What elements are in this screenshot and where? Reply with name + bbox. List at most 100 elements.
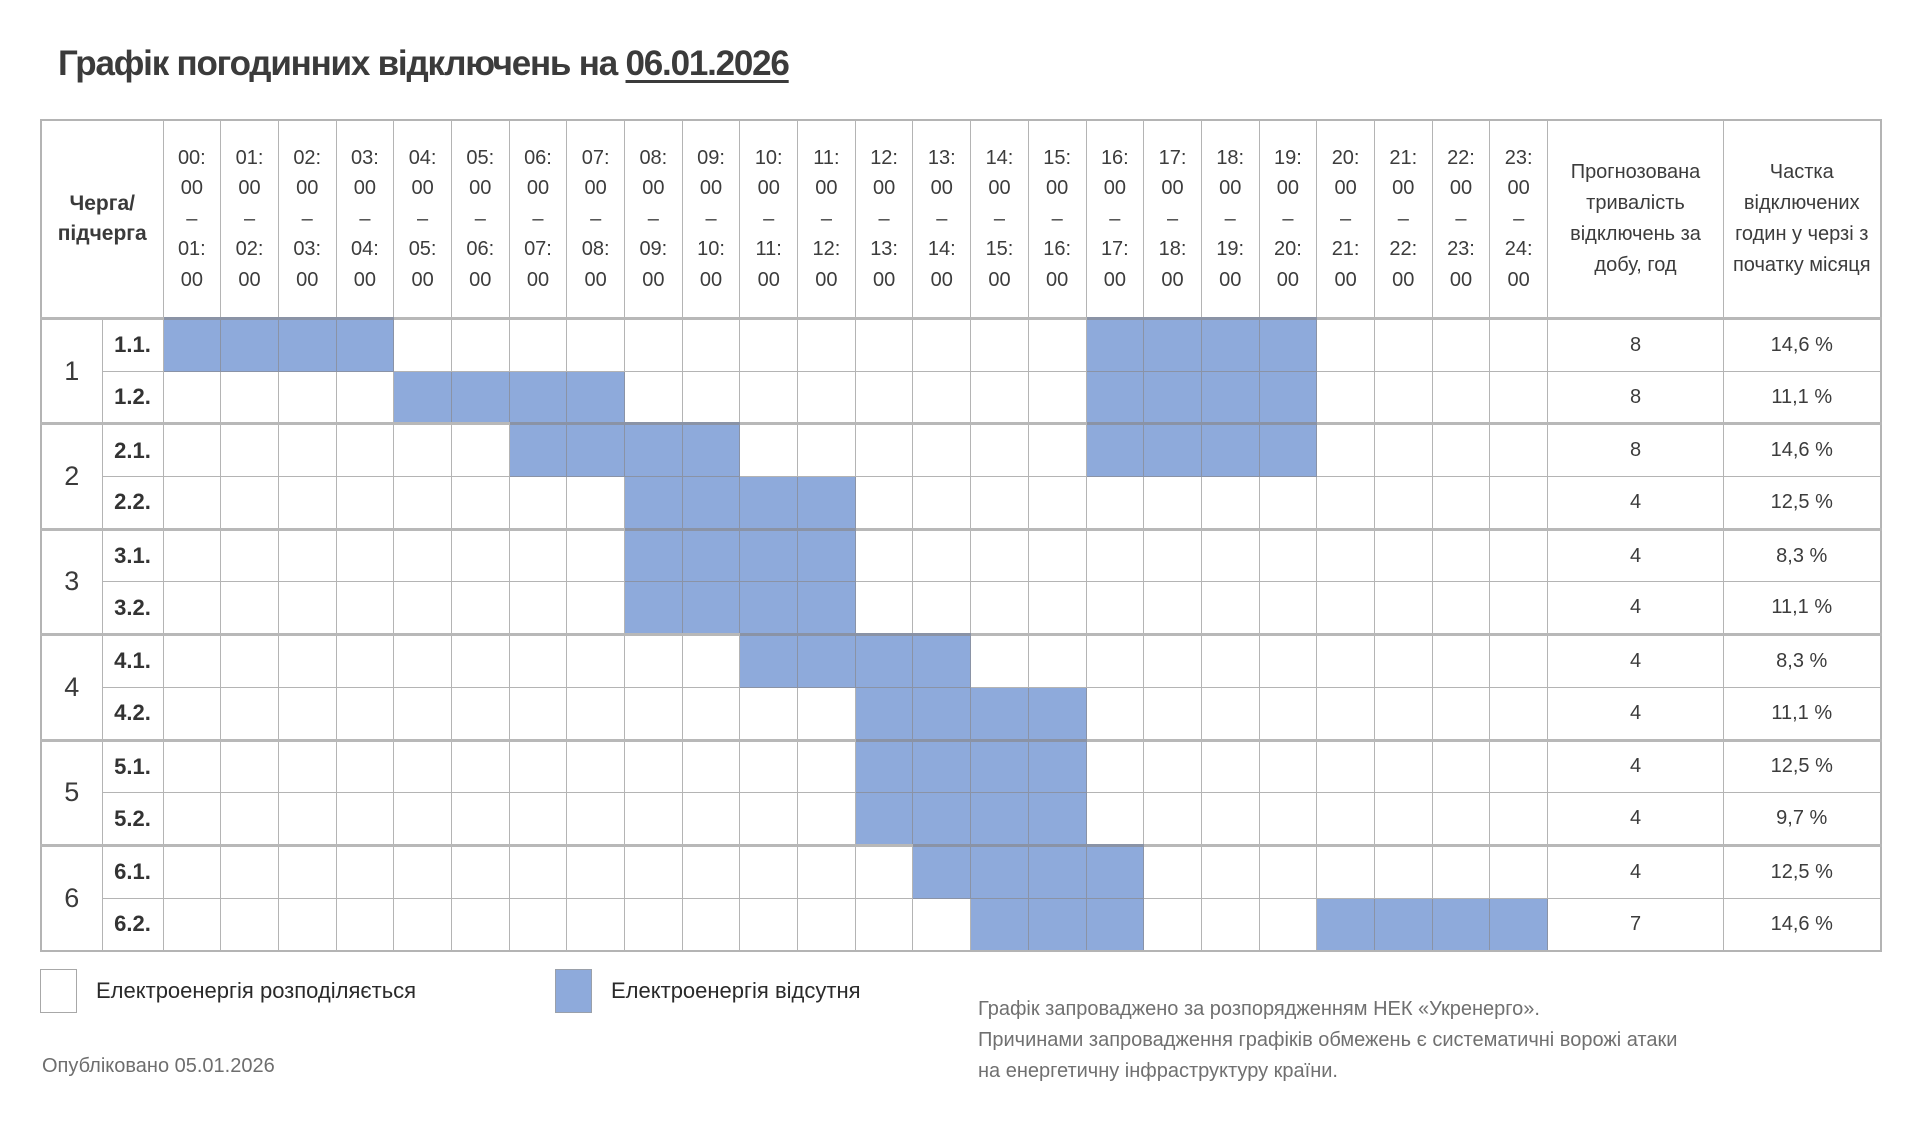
- published-date: Опубліковано 05.01.2026: [42, 1055, 275, 1077]
- outage-cell: [797, 581, 856, 636]
- power-cell: [681, 843, 741, 899]
- power-cell: [508, 843, 568, 899]
- hour-label-part: 00: [699, 177, 723, 200]
- table-row: 2.2. 4 12,5 %: [41, 476, 1881, 530]
- power-cell: [1200, 897, 1260, 952]
- hour-label-part: 00: [1449, 177, 1473, 200]
- power-cell: [335, 792, 395, 846]
- power-cell: [393, 476, 452, 530]
- power-cell: [1489, 686, 1548, 741]
- hour-label-part: 15:: [985, 238, 1014, 261]
- hour-column-header: 15: 00 – 16: 00: [1027, 119, 1087, 319]
- power-cell: [970, 370, 1029, 425]
- outage-cell: [854, 633, 914, 688]
- power-cell: [1373, 633, 1433, 688]
- duration-value: 4: [1547, 843, 1724, 899]
- hour-label-part: 00: [411, 177, 434, 200]
- power-cell: [566, 527, 625, 583]
- power-cell: [1027, 527, 1087, 583]
- power-cell: [220, 422, 279, 478]
- hour-label-part: 00: [1046, 177, 1069, 200]
- duration-value: 4: [1547, 738, 1724, 794]
- hour-column-header: 05: 00 – 06: 00: [450, 119, 510, 319]
- power-cell: [797, 843, 856, 899]
- power-cell: [624, 686, 683, 741]
- power-cell: [393, 738, 452, 794]
- power-cell: [1373, 738, 1433, 794]
- power-cell: [912, 527, 972, 583]
- hour-label-part: 00: [526, 268, 550, 291]
- schedule-body: 1 1.1. 8 14,6 % 1.2. 8 11,1 % 2 2.1. 8 14,6 % 2.2. 4…: [40, 316, 1881, 952]
- power-cell: [739, 370, 799, 425]
- hour-label-part: 11:: [813, 146, 840, 169]
- title-date: 06.01.2026: [625, 44, 790, 83]
- power-cell: [450, 792, 510, 846]
- power-cell: [739, 422, 799, 478]
- power-cell: [277, 422, 337, 478]
- power-cell: [1373, 792, 1433, 846]
- hour-column-header: 04: 00 – 05: 00: [393, 119, 452, 319]
- hour-label-part: –: [705, 207, 717, 230]
- subqueue-label: 6.2.: [101, 897, 164, 952]
- outage-cell: [1027, 686, 1087, 741]
- outage-cell: [970, 792, 1029, 846]
- power-cell: [450, 476, 510, 530]
- power-cell: [1200, 843, 1260, 899]
- power-cell: [450, 581, 510, 636]
- legend-available-label: Електроенергія розподіляється: [96, 978, 417, 1003]
- hour-column-header: 07: 00 – 08: 00: [566, 119, 625, 319]
- hour-label-part: 00: [1334, 177, 1357, 200]
- power-cell: [566, 686, 625, 741]
- hour-label-part: 16:: [1100, 146, 1129, 169]
- hour-column-header: 03: 00 – 04: 00: [335, 119, 395, 319]
- power-cell: [1489, 843, 1548, 899]
- power-cell: [162, 792, 222, 846]
- power-cell: [1431, 633, 1491, 688]
- hour-label-part: 00: [1103, 177, 1126, 200]
- queue-group-label: 4: [40, 633, 103, 741]
- power-cell: [1143, 633, 1202, 688]
- power-cell: [681, 686, 741, 741]
- power-cell: [1431, 686, 1491, 741]
- power-cell: [1258, 897, 1318, 952]
- power-cell: [739, 686, 799, 741]
- queue-header-line: Черга/: [69, 192, 136, 215]
- hour-label-part: 18:: [1158, 238, 1187, 261]
- power-cell: [508, 633, 568, 688]
- power-cell: [1316, 370, 1375, 425]
- duration-value: 8: [1547, 370, 1724, 425]
- power-cell: [1373, 476, 1433, 530]
- power-cell: [162, 422, 222, 478]
- hour-label-part: 06:: [524, 146, 552, 169]
- hour-label-part: 07:: [581, 146, 610, 169]
- outage-cell: [1085, 422, 1145, 478]
- subqueue-label: 2.2.: [101, 476, 164, 530]
- hour-label-part: 00: [469, 177, 492, 200]
- power-cell: [624, 843, 683, 899]
- power-cell: [970, 317, 1029, 372]
- queue-group-label: 6: [40, 843, 103, 952]
- power-cell: [970, 633, 1029, 688]
- hour-label-part: 23:: [1504, 146, 1533, 169]
- power-cell: [854, 843, 914, 899]
- power-cell: [393, 897, 452, 952]
- share-value: 14,6 %: [1723, 422, 1881, 478]
- hour-column-header: 23: 00 – 24: 00: [1489, 119, 1548, 319]
- hour-column-header: 10: 00 – 11: 00: [739, 119, 799, 319]
- power-cell: [1200, 738, 1260, 794]
- hour-label-part: 03:: [293, 238, 322, 261]
- outage-cell: [1143, 317, 1202, 372]
- queue-group-label: 5: [40, 738, 103, 846]
- outage-cell: [624, 422, 683, 478]
- power-cell: [681, 317, 741, 372]
- hour-label-part: 00: [872, 268, 896, 291]
- hour-column-header: 17: 00 – 18: 00: [1143, 119, 1202, 319]
- power-cell: [450, 686, 510, 741]
- power-cell: [277, 843, 337, 899]
- hour-label-part: 00: [988, 268, 1011, 291]
- outage-cell: [1200, 370, 1260, 425]
- hour-label-part: –: [359, 207, 371, 230]
- hour-column-header: 12: 00 – 13: 00: [854, 119, 914, 319]
- hour-label-part: 00: [757, 177, 780, 200]
- hour-column-header: 02: 00 – 03: 00: [277, 119, 337, 319]
